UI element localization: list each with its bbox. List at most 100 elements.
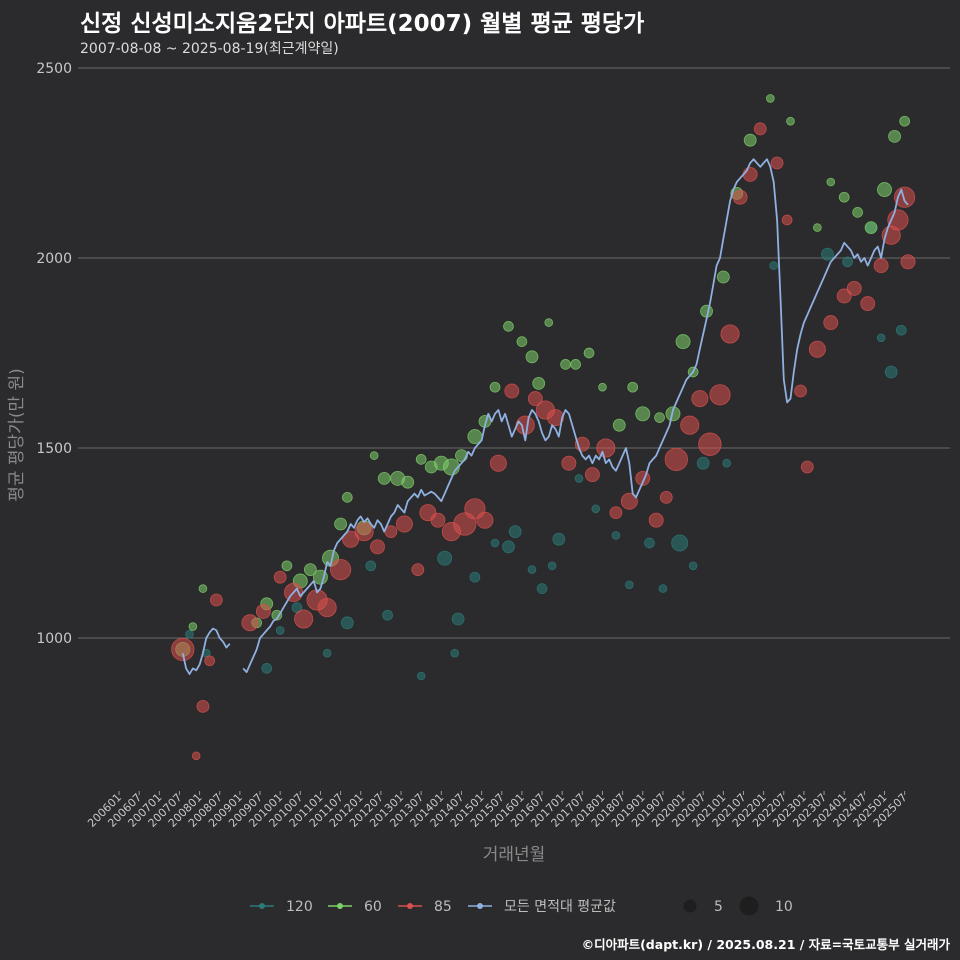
chart-subtitle: 2007-08-08 ~ 2025-08-19(최근계약일) (80, 41, 339, 57)
legend-key-dot (337, 903, 343, 909)
point-60 (271, 609, 283, 621)
point-60 (303, 563, 317, 576)
grid-lines (78, 67, 950, 639)
point-60 (766, 94, 775, 103)
legend-label: 85 (434, 899, 452, 915)
point-85 (846, 280, 862, 296)
point-60 (401, 475, 415, 489)
point-85 (370, 539, 385, 555)
point-60 (415, 454, 427, 465)
point-120 (340, 616, 354, 630)
point-85 (900, 254, 916, 270)
point-85 (781, 214, 793, 226)
point-85 (196, 700, 210, 713)
x-axis-ticks: 2006012006072007012007072008012008072009… (85, 791, 910, 830)
point-60 (489, 381, 501, 393)
point-120 (547, 561, 557, 571)
point-85 (742, 166, 758, 182)
point-60 (888, 129, 901, 143)
point-85 (691, 390, 709, 408)
point-120 (895, 324, 907, 336)
point-85 (561, 455, 577, 471)
point-85 (609, 506, 623, 519)
legend-label: 60 (364, 899, 382, 915)
point-120 (536, 583, 548, 594)
point-85 (204, 655, 216, 667)
point-60 (516, 336, 528, 347)
y-axis-ticks: 1000 1500 2000 2500 (36, 61, 72, 647)
point-60 (334, 517, 347, 531)
legend-size-label: 5 (714, 899, 723, 915)
point-60 (852, 207, 863, 218)
point-85 (873, 258, 889, 274)
point-60 (675, 334, 691, 350)
point-85 (354, 522, 374, 542)
point-60 (826, 177, 836, 187)
legend-key-dot (407, 903, 413, 909)
point-120 (876, 333, 886, 343)
point-120 (185, 629, 194, 639)
point-85 (709, 384, 731, 406)
point-60 (838, 191, 850, 203)
y-tick-label: 1500 (36, 441, 72, 457)
point-120 (611, 531, 621, 540)
point-85 (515, 415, 535, 435)
point-85 (411, 563, 425, 576)
point-60 (627, 381, 639, 393)
point-120 (416, 671, 426, 681)
point-85 (329, 558, 352, 581)
y-tick-label: 2000 (36, 251, 72, 267)
point-60 (635, 406, 651, 422)
point-85 (546, 409, 564, 427)
point-60 (786, 116, 795, 126)
point-85 (860, 296, 876, 312)
point-60 (570, 359, 581, 370)
point-85 (191, 751, 201, 761)
point-60 (598, 382, 607, 392)
point-85 (808, 340, 826, 358)
average-line (242, 158, 909, 674)
point-85 (241, 614, 259, 632)
point-60 (813, 223, 822, 232)
point-120 (261, 663, 273, 674)
legend-size-circle (739, 896, 759, 916)
point-120 (625, 580, 634, 590)
point-120 (527, 565, 537, 574)
point-60 (877, 182, 892, 198)
point-85 (596, 438, 616, 458)
scatter-points (171, 94, 916, 761)
point-60 (716, 270, 730, 284)
point-120 (884, 365, 898, 379)
point-60 (544, 318, 554, 327)
point-85 (664, 447, 688, 472)
legend-size-label: 10 (775, 899, 793, 915)
point-120 (502, 540, 515, 554)
point-85 (395, 515, 413, 533)
point-85 (620, 492, 638, 510)
point-120 (450, 648, 460, 658)
point-60 (899, 115, 910, 127)
average-line-group (181, 158, 909, 675)
credit-line: ©디아파트(dapt.kr) / 2025.08.21 / 자료=국토교통부 실… (581, 937, 950, 952)
point-120 (437, 550, 453, 566)
point-85 (294, 609, 314, 629)
point-85 (504, 383, 520, 399)
point-60 (525, 350, 539, 364)
point-60 (341, 492, 353, 503)
point-60 (532, 376, 546, 390)
point-60 (198, 584, 208, 593)
point-60 (369, 451, 379, 460)
point-85 (171, 637, 195, 662)
legend: 120 60 85 모든 면적대 평균값 5 10 (250, 896, 793, 916)
legend-key-dot (477, 903, 483, 909)
point-85 (648, 512, 664, 528)
point-120 (696, 456, 710, 470)
point-85 (732, 189, 748, 205)
point-120 (275, 626, 285, 635)
point-85 (753, 122, 767, 136)
legend-label: 모든 면적대 평균값 (504, 899, 616, 915)
point-120 (671, 534, 689, 552)
point-60 (377, 471, 391, 485)
point-60 (188, 622, 198, 631)
point-120 (821, 247, 834, 261)
